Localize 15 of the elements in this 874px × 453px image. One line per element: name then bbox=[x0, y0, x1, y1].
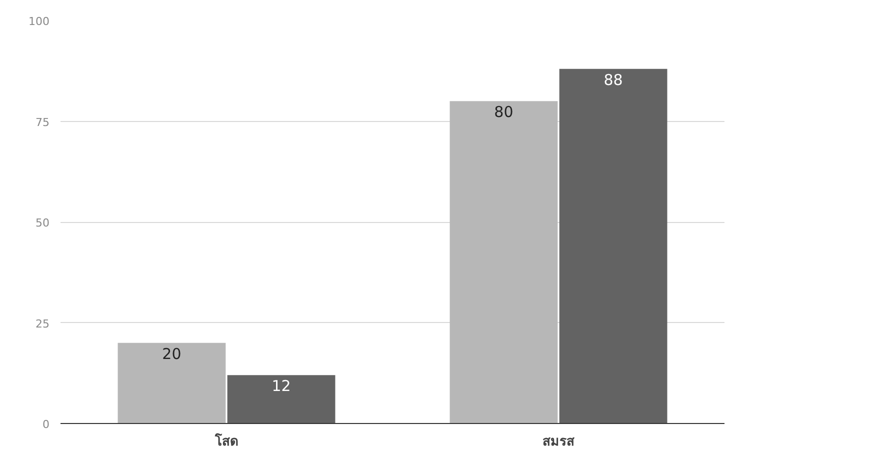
y-tick-label: 100 bbox=[28, 15, 50, 28]
y-tick-label: 25 bbox=[36, 317, 50, 330]
x-tick-label: โสด bbox=[214, 432, 238, 450]
y-tick-label: 75 bbox=[36, 116, 50, 129]
bar bbox=[450, 101, 558, 424]
bar bbox=[559, 68, 668, 424]
data-label: 12 bbox=[272, 377, 291, 396]
bar bbox=[227, 375, 336, 424]
y-tick-label: 0 bbox=[42, 418, 50, 431]
y-tick-label: 50 bbox=[36, 216, 50, 230]
data-label: 20 bbox=[162, 344, 182, 363]
data-label: 88 bbox=[604, 70, 623, 89]
x-tick-label: สมรส bbox=[542, 434, 574, 450]
bar bbox=[118, 342, 226, 424]
data-label: 80 bbox=[494, 103, 514, 122]
